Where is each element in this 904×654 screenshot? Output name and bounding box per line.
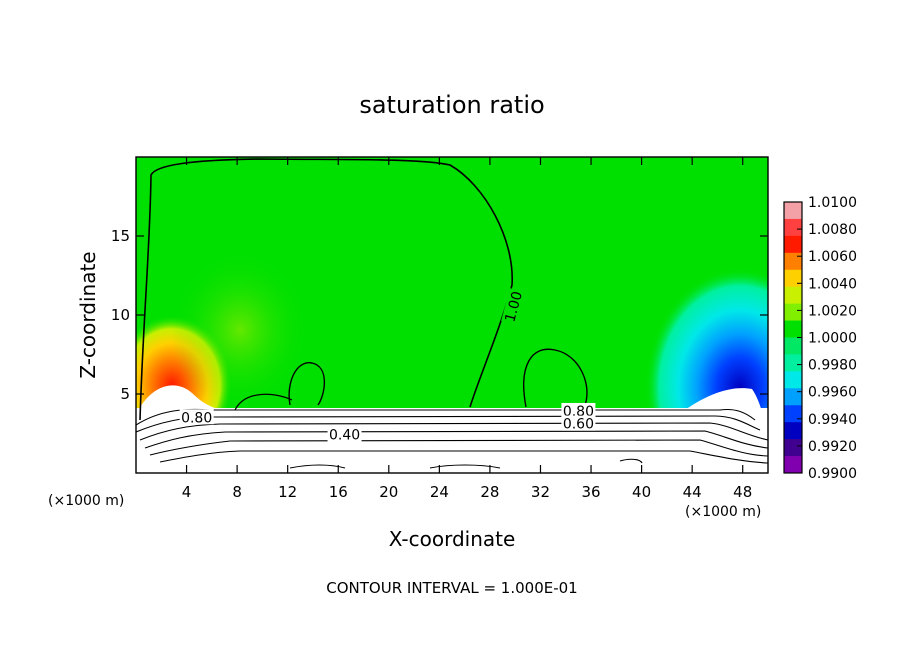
contour-label-bg bbox=[561, 415, 596, 431]
colorbar-swatch bbox=[784, 202, 802, 220]
contour-label: 0.60 bbox=[563, 417, 594, 433]
colorbar-swatch bbox=[784, 269, 802, 288]
contour-label: 0.40 bbox=[329, 428, 360, 444]
x-tick-label: 44 bbox=[683, 483, 702, 501]
x-axis-ticks: 4 8 12 16 20 24 28 32 36 40 44 48 bbox=[182, 157, 752, 501]
plot-area bbox=[136, 157, 768, 473]
contour-bump-c bbox=[234, 393, 293, 411]
contour-label-bg bbox=[561, 402, 596, 418]
colorbar-swatch bbox=[784, 218, 802, 237]
x-tick-label: 20 bbox=[379, 483, 398, 501]
x-tick-label: 32 bbox=[531, 483, 550, 501]
colorbar-swatch bbox=[784, 337, 802, 355]
x-tick-label: 24 bbox=[430, 483, 449, 501]
contour-label-bg bbox=[179, 409, 214, 425]
colorbar-label: 0.9980 bbox=[808, 358, 857, 374]
y-axis-label: Z-coordinate bbox=[76, 251, 100, 378]
weak-anomaly bbox=[170, 250, 310, 410]
colorbar-label: 1.0020 bbox=[808, 303, 857, 319]
colorbar-swatch bbox=[784, 235, 802, 254]
x-tick-label: 8 bbox=[232, 483, 242, 501]
colorbar-label: 1.0080 bbox=[808, 222, 857, 238]
contour-bump-b bbox=[523, 348, 588, 408]
colorbar: 1.0100 1.0080 1.0060 1.0040 1.0020 1.0000 0.99… bbox=[783, 195, 857, 482]
x-unit-left: (×1000 m) bbox=[48, 493, 124, 509]
contour-interval: CONTOUR INTERVAL = 1.000E-01 bbox=[326, 579, 577, 597]
x-tick-label: 28 bbox=[480, 483, 499, 501]
colorbar-label: 1.0060 bbox=[808, 249, 857, 265]
colorbar-swatch bbox=[784, 320, 802, 338]
y-tick-label: 15 bbox=[111, 227, 130, 245]
contour-label-bg bbox=[327, 426, 362, 442]
x-tick-label: 48 bbox=[733, 483, 752, 501]
colorbar-swatch bbox=[784, 286, 802, 305]
colorbar-label: 0.9960 bbox=[808, 385, 857, 401]
colorbar-label: 1.0000 bbox=[808, 331, 857, 347]
contour-labels: 1.000.400.800.600.80 bbox=[179, 288, 596, 444]
colorbar-swatch bbox=[784, 422, 802, 440]
chart-title: saturation ratio bbox=[359, 91, 544, 119]
colorbar-label: 0.9920 bbox=[808, 439, 857, 455]
contour-label-bg bbox=[501, 288, 525, 325]
x-tick-label: 16 bbox=[329, 483, 348, 501]
x-tick-label: 40 bbox=[632, 483, 651, 501]
colorbar-swatch bbox=[784, 371, 802, 389]
colorbar-swatch bbox=[784, 405, 802, 423]
colorbar-label: 1.0040 bbox=[808, 276, 857, 292]
y-tick-label: 10 bbox=[111, 306, 130, 324]
x-axis-label: X-coordinate bbox=[389, 527, 516, 551]
contour-label: 0.80 bbox=[181, 410, 212, 426]
colorbar-label: 0.9900 bbox=[808, 466, 857, 482]
colorbar-swatch bbox=[784, 252, 802, 271]
colorbar-label: 0.9940 bbox=[808, 412, 857, 428]
x-tick-label: 12 bbox=[278, 483, 297, 501]
colorbar-swatch bbox=[784, 303, 802, 322]
y-axis-ticks: 5 10 15 bbox=[111, 227, 768, 403]
colorbar-swatch bbox=[784, 456, 802, 474]
x-tick-label: 36 bbox=[581, 483, 600, 501]
contour-bump-a bbox=[288, 362, 326, 406]
x-tick-label: 4 bbox=[182, 483, 192, 501]
y-tick-label: 5 bbox=[120, 385, 130, 403]
colorbar-swatch bbox=[784, 439, 802, 457]
contour-label: 1.00 bbox=[502, 290, 526, 324]
colorbar-swatch bbox=[784, 354, 802, 372]
colorbar-label: 1.0100 bbox=[808, 195, 857, 211]
colorbar-swatch bbox=[784, 388, 802, 406]
x-unit-right: (×1000 m) bbox=[685, 504, 761, 520]
